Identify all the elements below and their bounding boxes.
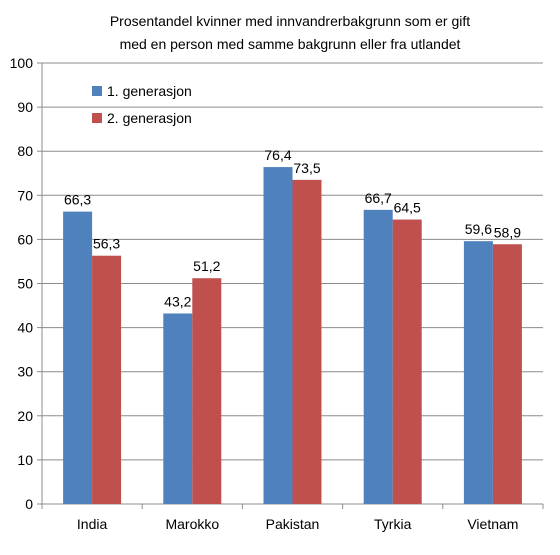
legend-swatch <box>92 113 102 123</box>
data-label: 64,5 <box>394 200 421 216</box>
data-label: 43,2 <box>164 293 191 309</box>
bar <box>292 179 322 505</box>
data-label: 66,3 <box>64 192 91 208</box>
legend-label: 2. generasjon <box>107 110 192 126</box>
data-labels: 66,3 56,3 43,2 51,2 76,473,5 66,764,5 59,6 58,9 <box>64 147 521 309</box>
x-tick-label: Vietnam <box>467 516 518 532</box>
y-tick-label: 40 <box>17 320 33 336</box>
y-tick-label: 10 <box>17 452 33 468</box>
bar <box>363 209 393 504</box>
x-tick-label: India <box>77 516 108 532</box>
legend-swatch <box>92 86 102 96</box>
y-tick-label: 0 <box>25 496 33 512</box>
legend: 1. generasjon 2. generasjon <box>92 83 192 126</box>
bar <box>392 219 422 504</box>
data-label: 66,7 <box>365 190 392 206</box>
bar <box>463 241 493 504</box>
x-tick-label: Tyrkia <box>374 516 412 532</box>
data-label: 76,4 <box>264 147 291 163</box>
axes: 0 10 20 30 40 50 60 70 80 90 100 India Marokko Pakist… <box>10 55 544 532</box>
bar <box>92 255 122 504</box>
y-tick-label: 80 <box>17 143 33 159</box>
y-tick-label: 70 <box>17 187 33 203</box>
y-tick-label: 90 <box>17 99 33 115</box>
data-label: 58,9 <box>494 224 521 240</box>
x-tick-label: Pakistan <box>266 516 320 532</box>
data-label: 59,6 <box>465 221 492 237</box>
chart-subtitle: med en person med samme bakgrunn eller f… <box>120 36 461 52</box>
data-label: 51,2 <box>193 258 220 274</box>
bar <box>492 244 522 504</box>
y-tick-label: 60 <box>17 231 33 247</box>
chart-title: Prosentandel kvinner med innvandrerbakgr… <box>110 13 470 29</box>
x-tick-label: Marokko <box>165 516 219 532</box>
data-label: 56,3 <box>93 236 120 252</box>
bar <box>163 313 193 504</box>
bar <box>63 211 93 504</box>
y-tick-label: 30 <box>17 364 33 380</box>
y-tick-label: 100 <box>10 55 34 71</box>
bars <box>63 167 522 505</box>
legend-label: 1. generasjon <box>107 83 192 99</box>
bar <box>263 167 293 505</box>
bar <box>192 278 222 504</box>
y-tick-label: 50 <box>17 276 33 292</box>
data-label: 73,5 <box>293 160 320 176</box>
y-tick-label: 20 <box>17 408 33 424</box>
